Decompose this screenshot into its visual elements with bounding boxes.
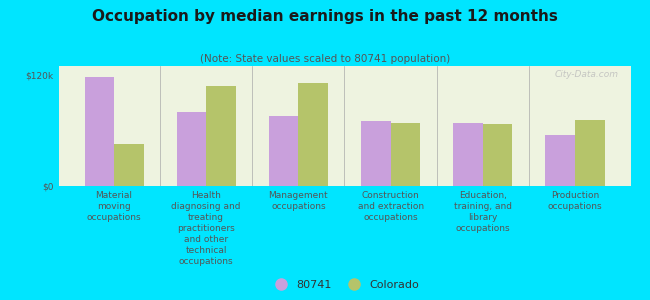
Bar [177, 112, 206, 186]
Bar [391, 123, 420, 186]
Bar [84, 77, 114, 186]
Bar [575, 119, 604, 186]
Bar [206, 86, 236, 186]
Bar [545, 135, 575, 186]
Legend: 80741, Colorado: 80741, Colorado [265, 276, 424, 294]
Bar [298, 82, 328, 186]
Bar [361, 122, 391, 186]
Text: Occupation by median earnings in the past 12 months: Occupation by median earnings in the pas… [92, 9, 558, 24]
Text: City-Data.com: City-Data.com [555, 70, 619, 79]
Bar [269, 116, 298, 186]
Text: (Note: State values scaled to 80741 population): (Note: State values scaled to 80741 popu… [200, 54, 450, 64]
Bar [483, 124, 512, 186]
Bar [114, 145, 144, 186]
Bar [453, 123, 483, 186]
